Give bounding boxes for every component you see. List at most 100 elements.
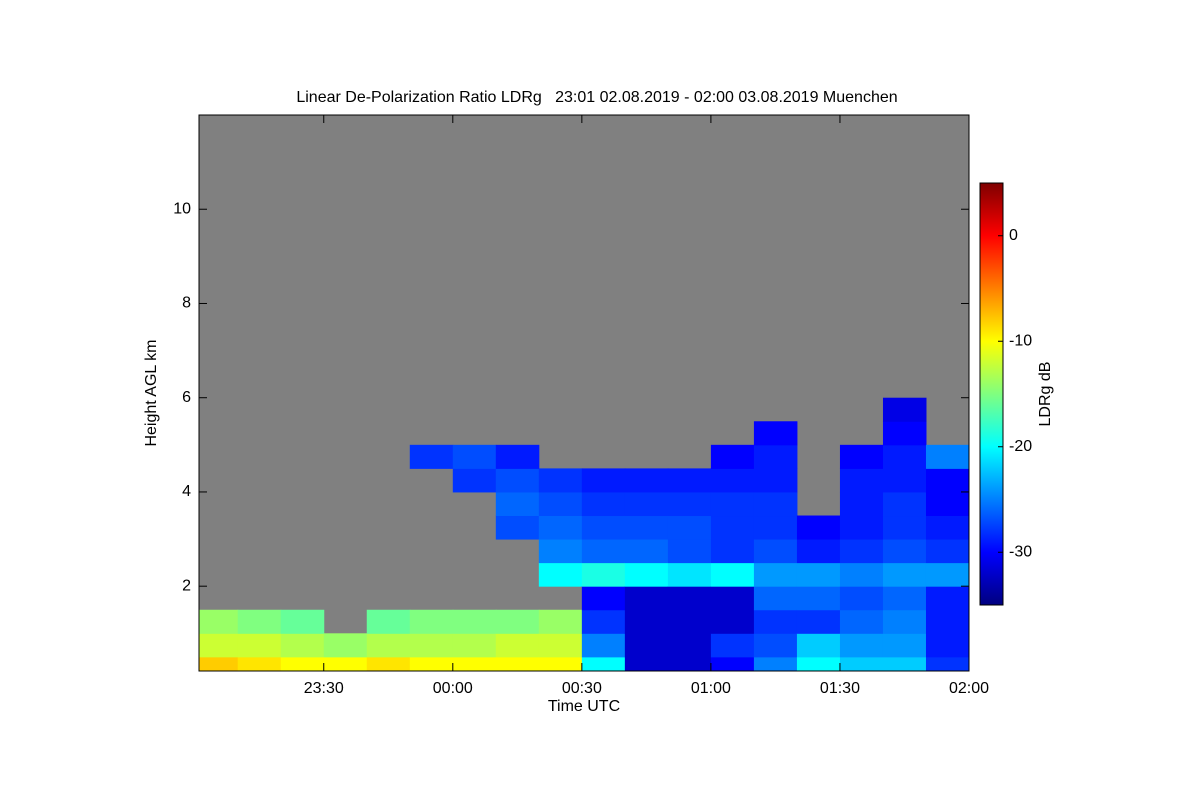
heat-cell — [796, 562, 841, 587]
heat-cell — [495, 515, 540, 540]
heat-cell — [882, 468, 927, 493]
heat-cell — [839, 562, 884, 587]
heat-cell — [925, 468, 970, 493]
heat-cell — [710, 586, 755, 611]
heat-cell — [237, 656, 282, 672]
heat-cell — [624, 491, 669, 517]
heat-cell — [199, 656, 239, 672]
heat-cell — [495, 491, 540, 517]
y-tick-label: 2 — [182, 577, 191, 594]
heat-cell — [796, 586, 841, 611]
heat-cell — [538, 491, 583, 517]
heat-cell — [199, 633, 239, 658]
heat-cell — [925, 562, 970, 587]
heat-cell — [366, 609, 411, 634]
heat-cell — [925, 656, 970, 672]
heat-cell — [581, 656, 626, 672]
y-tick-label: 4 — [182, 483, 191, 500]
heat-cell — [538, 468, 583, 493]
heat-cell — [624, 515, 669, 540]
heat-cell — [667, 468, 712, 493]
heat-cell — [882, 491, 927, 517]
heat-cell — [882, 656, 927, 672]
x-tick-label: 02:00 — [949, 680, 989, 697]
x-tick-label: 01:00 — [691, 680, 731, 697]
heat-cell — [323, 656, 368, 672]
y-axis-label: Height AGL km — [143, 339, 160, 446]
heat-cell — [882, 609, 927, 634]
heat-cell — [237, 633, 282, 658]
heat-cell — [667, 586, 712, 611]
heat-cell — [667, 633, 712, 658]
heat-cell — [710, 656, 755, 672]
heat-cell — [882, 444, 927, 469]
heat-cell — [323, 633, 368, 658]
heat-cell — [796, 609, 841, 634]
y-tick-label: 6 — [182, 389, 191, 406]
heat-cell — [796, 656, 841, 672]
heat-cell — [624, 468, 669, 493]
x-tick-label: 00:00 — [433, 680, 473, 697]
heat-cell — [452, 609, 497, 634]
heat-cell — [839, 609, 884, 634]
heat-cell — [495, 656, 540, 672]
heat-cell — [753, 562, 798, 587]
heat-cell — [581, 491, 626, 517]
x-axis-label: Time UTC — [548, 698, 620, 715]
heat-cell — [452, 444, 497, 469]
heat-cell — [839, 586, 884, 611]
heat-cell — [667, 539, 712, 564]
heat-cell — [710, 444, 755, 469]
heat-cell — [280, 656, 325, 672]
heat-cell — [882, 515, 927, 540]
x-tick-label: 01:30 — [820, 680, 860, 697]
colorbar-label: LDRg dB — [1037, 362, 1054, 427]
heat-cell — [538, 609, 583, 634]
heat-cell — [280, 609, 325, 634]
heat-cell — [581, 609, 626, 634]
heat-cell — [667, 515, 712, 540]
heat-cell — [882, 633, 927, 658]
heat-cell — [581, 562, 626, 587]
colorbar — [979, 182, 1004, 606]
heat-cell — [839, 444, 884, 469]
heat-cell — [925, 491, 970, 517]
heat-cell — [753, 633, 798, 658]
heat-cell — [624, 586, 669, 611]
heat-cell — [753, 586, 798, 611]
heat-cell — [796, 515, 841, 540]
heat-cell — [581, 468, 626, 493]
heat-cell — [710, 609, 755, 634]
heat-cell — [409, 633, 454, 658]
heat-cell — [624, 656, 669, 672]
heat-cell — [495, 609, 540, 634]
heat-cell — [280, 633, 325, 658]
heat-cell — [925, 633, 970, 658]
heat-cell — [495, 633, 540, 658]
heat-cell — [753, 468, 798, 493]
colorbar-tick-label: -10 — [1009, 332, 1032, 349]
heat-cell — [538, 539, 583, 564]
heat-cell — [667, 562, 712, 587]
heat-cell — [452, 656, 497, 672]
heat-cell — [409, 609, 454, 634]
heat-cell — [882, 586, 927, 611]
heat-cell — [366, 633, 411, 658]
heat-cell — [538, 633, 583, 658]
heat-cell — [495, 468, 540, 493]
heat-cell — [710, 491, 755, 517]
heat-cell — [882, 397, 927, 422]
heat-cell — [581, 515, 626, 540]
heat-cell — [925, 609, 970, 634]
heat-cell — [753, 421, 798, 446]
heat-cell — [710, 539, 755, 564]
heat-cell — [925, 539, 970, 564]
heat-cell — [667, 491, 712, 517]
heat-cell — [581, 633, 626, 658]
heat-cell — [538, 656, 583, 672]
heat-cell — [495, 444, 540, 469]
heat-cell — [710, 562, 755, 587]
heat-cell — [581, 586, 626, 611]
heat-cell — [538, 562, 583, 587]
